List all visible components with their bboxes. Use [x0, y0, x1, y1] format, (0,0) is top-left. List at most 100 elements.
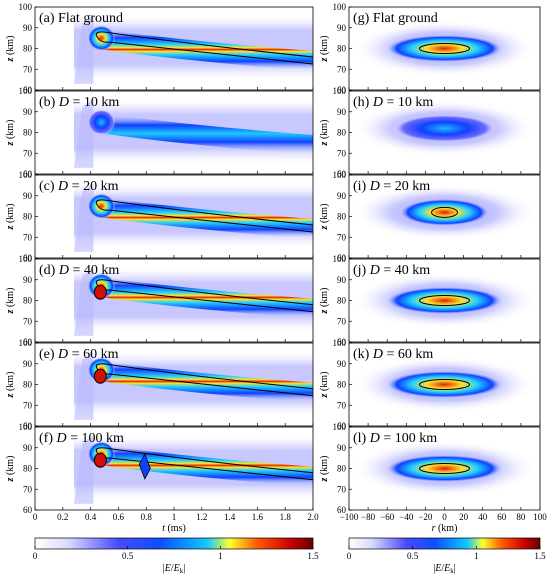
left-panel: 60 70 80 90 100 z (km) (d) D = 40 km	[5, 254, 314, 347]
right-panel: 60 70 80 90 100 z (km) (i) D = 20 km	[319, 170, 541, 263]
right-x-tick-label: 0	[442, 512, 447, 522]
right-y-tick-label: 100	[333, 254, 347, 264]
right-contour-line	[431, 206, 458, 218]
left-x-tick-label: 2.0	[307, 512, 319, 522]
right-y-tick-label: 80	[337, 128, 347, 138]
right-heatmap-field	[352, 356, 537, 413]
right-y-tick-label: 60	[337, 421, 347, 431]
left-panel: 60 70 80 90 100 z (km) (b) D = 10 km	[5, 86, 314, 179]
colorbar-tick-label: 1.5	[307, 551, 319, 561]
left-y-axis-label: z (km)	[5, 120, 16, 147]
left-panel-label: (b) D = 10 km	[39, 95, 119, 110]
right-y-tick-label: 80	[337, 464, 347, 474]
left-y-tick-label: 60	[23, 421, 33, 431]
left-x-tick-label: 1.8	[280, 512, 292, 522]
left-panel-label: (f) D = 100 km	[39, 431, 124, 446]
left-y-tick-label: 70	[23, 64, 33, 74]
left-x-tick-label: 1.4	[224, 512, 236, 522]
left-y-tick-label: 80	[23, 128, 33, 138]
right-contour-line	[419, 463, 470, 474]
left-y-tick-label: 70	[23, 316, 33, 326]
right-x-tick-label: −60	[380, 512, 395, 522]
right-y-tick-label: 60	[337, 337, 347, 347]
left-heatmap-field	[73, 97, 313, 168]
right-x-axis-label: r (km)	[432, 523, 458, 534]
right-y-tick-label: 60	[337, 253, 347, 263]
right-y-tick-label: 90	[337, 23, 347, 33]
right-x-tick-label: 20	[459, 512, 469, 522]
right-y-tick-label: 60	[337, 85, 347, 95]
colorbar-tick-label: 0.5	[122, 551, 134, 561]
right-x-tick-label: −100	[340, 512, 359, 522]
left-y-tick-label: 100	[19, 422, 33, 432]
right-panel: 60 70 80 90 100 z (km) (j) D = 40 km	[319, 254, 541, 347]
right-x-tick-label: 40	[478, 512, 488, 522]
left-panel-label: (c) D = 20 km	[39, 179, 119, 194]
left-heatmap-field	[73, 265, 313, 336]
right-y-tick-label: 80	[337, 212, 347, 222]
right-x-tick-label: −20	[418, 512, 433, 522]
left-y-tick-label: 80	[23, 212, 33, 222]
colorbar-tick-label: 0	[33, 551, 38, 561]
left-y-axis-label: z (km)	[5, 456, 16, 483]
left-contour-line	[95, 31, 313, 65]
colorbar-label: |E/Ek|	[163, 563, 186, 575]
right-x-tick-label: −80	[361, 512, 376, 522]
colorbar-tick-label: 0	[347, 551, 352, 561]
left-y-tick-label: 70	[23, 148, 33, 158]
left-x-tick-label: 0.8	[141, 512, 153, 522]
left-panel: 60 70 80 90 100 0 0.2 0.4 0.6 0.8 1 1.2 1.4 1.6 1.8 2.0…	[5, 422, 319, 522]
right-panel-label: (i) D = 20 km	[353, 179, 430, 194]
right-y-axis-label: z (km)	[319, 456, 330, 483]
right-y-tick-label: 100	[333, 86, 347, 96]
right-y-tick-label: 60	[337, 505, 347, 515]
left-y-tick-label: 100	[19, 2, 33, 12]
right-panel: 60 70 80 90 100 z (km) (g) Flat ground	[319, 2, 541, 95]
right-y-tick-label: 100	[333, 338, 347, 348]
right-y-tick-label: 80	[337, 296, 347, 306]
left-y-tick-label: 60	[23, 505, 33, 515]
right-heatmap-field	[352, 440, 537, 497]
left-y-tick-label: 80	[23, 44, 33, 54]
left-y-tick-label: 90	[23, 23, 33, 33]
left-y-axis-label: z (km)	[5, 36, 16, 63]
colorbar-tick-label: 0.5	[407, 551, 419, 561]
right-colorbar: 0 0.5 1 1.5 |E/Ek|	[347, 537, 546, 575]
left-y-tick-label: 60	[23, 253, 33, 263]
right-heatmap-field	[352, 272, 537, 329]
right-y-tick-label: 70	[337, 64, 347, 74]
right-y-tick-label: 90	[337, 275, 347, 285]
right-y-tick-label: 70	[337, 484, 347, 494]
left-heatmap-field	[73, 349, 313, 420]
left-y-tick-label: 60	[23, 337, 33, 347]
right-y-tick-label: 70	[337, 400, 347, 410]
right-y-axis-label: z (km)	[319, 372, 330, 399]
right-panel-label: (k) D = 60 km	[353, 347, 433, 362]
right-x-tick-label: 100	[533, 512, 547, 522]
left-x-tick-label: 1	[172, 512, 177, 522]
right-y-tick-label: 100	[333, 2, 347, 12]
left-y-tick-label: 100	[19, 338, 33, 348]
colorbar-label: |E/Ek|	[433, 563, 456, 575]
left-heatmap-field	[73, 181, 313, 252]
left-y-tick-label: 100	[19, 86, 33, 96]
right-contour-line	[419, 43, 470, 54]
right-y-axis-label: z (km)	[319, 288, 330, 315]
left-panel-label: (d) D = 40 km	[39, 263, 119, 278]
left-x-tick-label: 0.4	[85, 512, 97, 522]
right-contour-line	[419, 379, 470, 390]
left-x-tick-label: 1.6	[252, 512, 264, 522]
left-y-tick-label: 100	[19, 254, 33, 264]
right-y-tick-label: 100	[333, 422, 347, 432]
left-y-tick-label: 80	[23, 380, 33, 390]
right-x-tick-label: 80	[516, 512, 526, 522]
right-panel: 60 70 80 90 100 z (km) (h) D = 10 km	[319, 86, 541, 179]
right-y-tick-label: 100	[333, 170, 347, 180]
left-x-tick-label: 0.6	[113, 512, 125, 522]
right-contour-line	[419, 295, 470, 306]
right-panel-label: (g) Flat ground	[353, 11, 438, 26]
right-panel-label: (h) D = 10 km	[353, 95, 433, 110]
left-heatmap-field	[73, 13, 313, 84]
right-y-tick-label: 90	[337, 107, 347, 117]
